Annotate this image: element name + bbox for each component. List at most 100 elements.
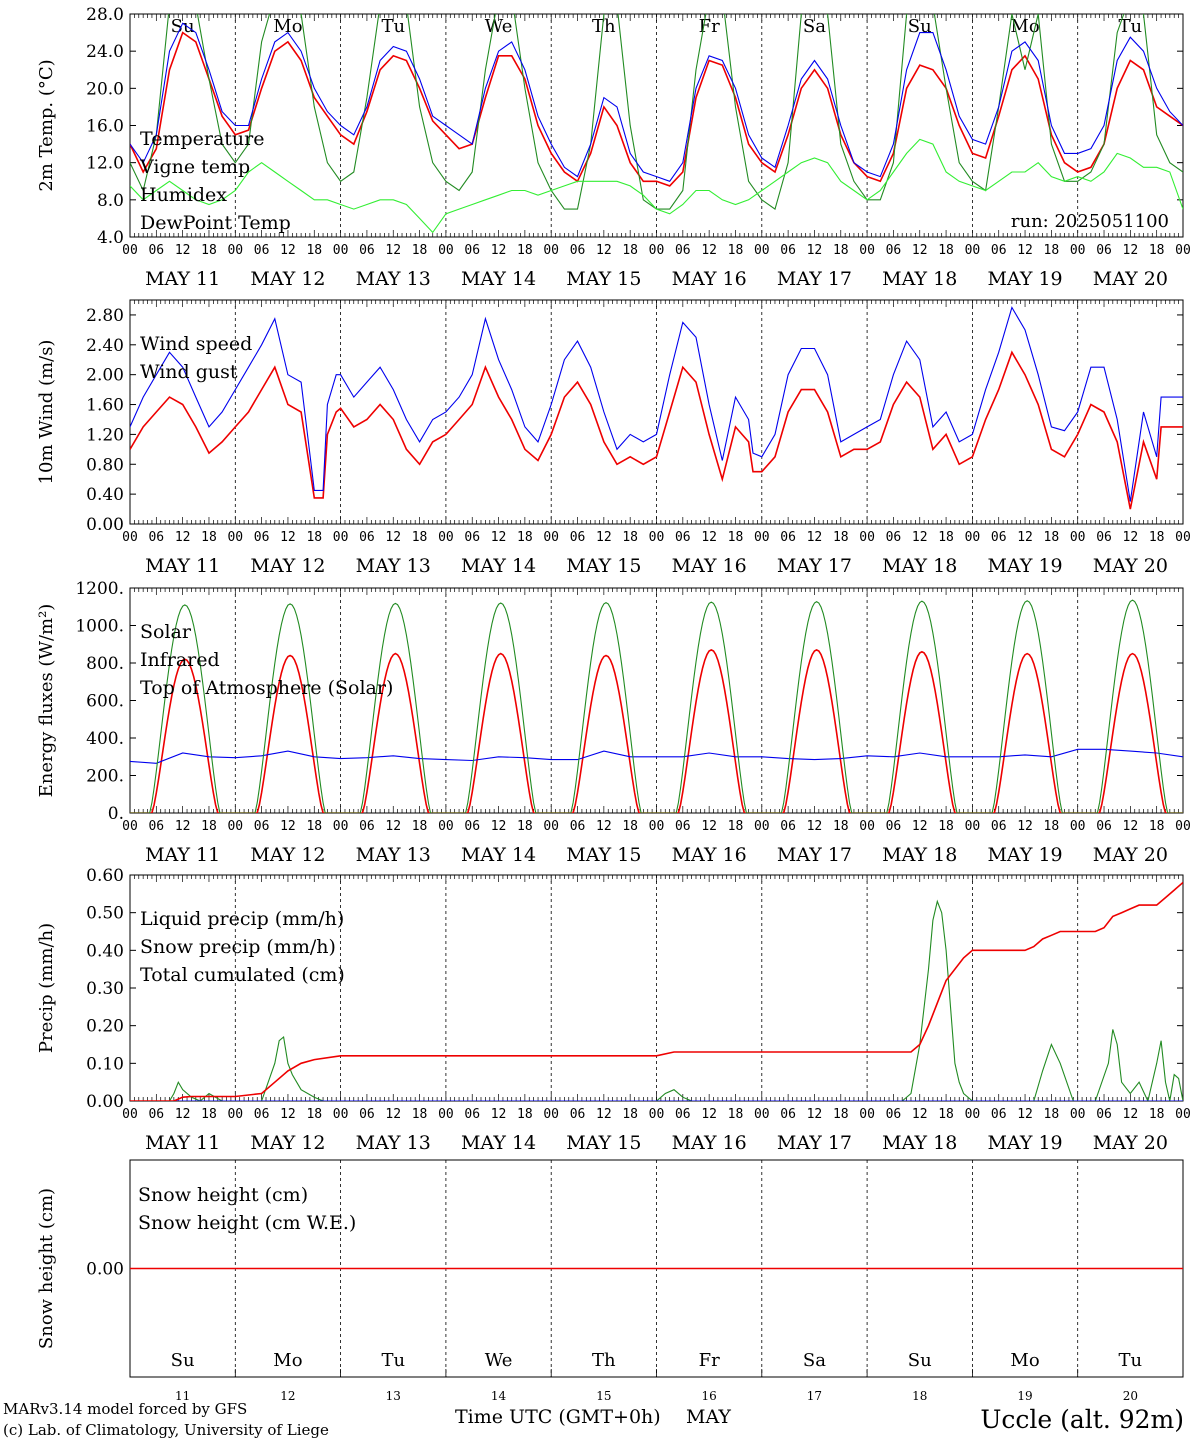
hour-tick-label: 18 — [1149, 819, 1165, 834]
day-number-label: 16 — [702, 1389, 717, 1403]
weekday-label: Tu — [381, 1350, 405, 1371]
hour-tick-label: 00 — [649, 819, 665, 834]
hour-tick-label: 12 — [1017, 530, 1033, 545]
y-tick-label: 0.10 — [86, 1054, 124, 1074]
hour-tick-label: 12 — [491, 530, 507, 545]
day-number-label: 12 — [280, 1389, 295, 1403]
series-line-liquid-precip-mm-h- — [130, 899, 1183, 1101]
date-label: MAY 14 — [461, 555, 536, 577]
hour-tick-label: 12 — [807, 530, 823, 545]
hour-tick-label: 00 — [754, 1107, 770, 1122]
day-number-label: 14 — [491, 1389, 507, 1403]
date-label: MAY 13 — [356, 1132, 431, 1154]
hour-tick-label: 12 — [1123, 819, 1139, 834]
hour-tick-label: 18 — [622, 530, 638, 545]
hour-tick-label: 06 — [991, 1107, 1007, 1122]
date-label: MAY 18 — [882, 844, 957, 866]
hour-tick-label: 00 — [1175, 530, 1191, 545]
hour-tick-label: 00 — [333, 819, 349, 834]
date-label: MAY 19 — [987, 268, 1062, 290]
hour-tick-label: 12 — [175, 1107, 191, 1122]
hour-tick-label: 00 — [649, 1107, 665, 1122]
hour-tick-label: 12 — [701, 243, 717, 258]
date-label: MAY 16 — [672, 844, 747, 866]
day-number-label: 17 — [807, 1389, 822, 1403]
hour-tick-label: 18 — [412, 819, 428, 834]
x-axis-label: Time UTC (GMT+0h) — [455, 1406, 661, 1428]
hour-tick-label: 18 — [728, 1107, 744, 1122]
y-tick-label: 20.0 — [86, 79, 124, 99]
legend-entry: Solar — [140, 621, 192, 643]
hour-tick-label: 00 — [1175, 819, 1191, 834]
date-label: MAY 14 — [461, 844, 536, 866]
y-tick-label: 0. — [108, 804, 124, 824]
hour-tick-label: 12 — [912, 819, 928, 834]
y-tick-label: 0.00 — [86, 1092, 124, 1112]
hour-tick-label: 12 — [385, 819, 401, 834]
hour-tick-label: 00 — [965, 1107, 981, 1122]
y-tick-label: 1200. — [75, 579, 124, 599]
hour-tick-label: 06 — [780, 1107, 796, 1122]
date-label: MAY 17 — [777, 555, 852, 577]
y-tick-label: 0.00 — [86, 515, 124, 535]
hour-tick-label: 06 — [991, 243, 1007, 258]
hour-tick-label: 00 — [227, 243, 243, 258]
x-axis-month: MAY — [686, 1406, 731, 1428]
hour-tick-label: 18 — [833, 530, 849, 545]
hour-tick-label: 00 — [1175, 243, 1191, 258]
weekday-label: Th — [592, 16, 616, 37]
weekday-label: Sa — [803, 1350, 826, 1371]
legend-entry: Snow height (cm W.E.) — [138, 1212, 356, 1234]
hour-tick-label: 00 — [859, 1107, 875, 1122]
y-tick-label: 1000. — [75, 617, 124, 637]
hour-tick-label: 00 — [333, 243, 349, 258]
date-label: MAY 15 — [566, 268, 641, 290]
hour-tick-label: 00 — [122, 1107, 138, 1122]
hour-tick-label: 00 — [543, 819, 559, 834]
date-label: MAY 12 — [250, 268, 325, 290]
hour-tick-label: 18 — [833, 819, 849, 834]
weekday-label: Fr — [699, 16, 720, 37]
x-minor-ticks — [129, 875, 1184, 1101]
x-day-ticks — [129, 1369, 1184, 1377]
hour-tick-label: 18 — [306, 1107, 322, 1122]
y-tick-label: 1.60 — [86, 396, 124, 416]
panel-1: 4.0 8.0 12.0 16.0 20.0 24.0 28.0 2m Temp. (°C) 0… — [36, 5, 1191, 290]
hour-tick-label: 00 — [438, 819, 454, 834]
date-label: MAY 15 — [566, 555, 641, 577]
panel-frame — [129, 299, 1184, 525]
panel-5: 0.00 Snow height (cm) Su Mo Tu We Th Fr Sa Su Mo Tu… — [36, 1159, 1184, 1403]
hour-tick-label: 06 — [464, 243, 480, 258]
hour-tick-label: 18 — [1149, 530, 1165, 545]
hour-tick-label: 00 — [965, 819, 981, 834]
hour-tick-label: 00 — [859, 530, 875, 545]
hour-tick-label: 12 — [807, 243, 823, 258]
date-label: MAY 20 — [1093, 1132, 1168, 1154]
hour-tick-label: 00 — [965, 530, 981, 545]
date-label: MAY 18 — [882, 1132, 957, 1154]
legend-entry: Infrared — [140, 649, 220, 671]
plot-area — [130, 599, 1183, 813]
day-number-label: 20 — [1123, 1389, 1138, 1403]
y-tick-label: 600. — [86, 692, 124, 712]
hour-tick-label: 12 — [596, 530, 612, 545]
hour-tick-label: 06 — [991, 819, 1007, 834]
hour-tick-label: 06 — [780, 530, 796, 545]
hour-tick-label: 00 — [438, 530, 454, 545]
weekday-label: Mo — [273, 16, 302, 37]
hour-tick-label: 00 — [227, 819, 243, 834]
hour-tick-label: 12 — [280, 530, 296, 545]
hour-tick-label: 06 — [148, 243, 164, 258]
date-label: MAY 11 — [145, 1132, 220, 1154]
hour-tick-label: 18 — [1149, 243, 1165, 258]
hour-tick-label: 00 — [333, 1107, 349, 1122]
hour-tick-label: 06 — [359, 1107, 375, 1122]
hour-tick-label: 06 — [359, 243, 375, 258]
hour-tick-label: 00 — [754, 243, 770, 258]
hour-tick-label: 06 — [1096, 243, 1112, 258]
y-tick-label: 8.0 — [97, 191, 124, 211]
hour-tick-label: 12 — [1017, 1107, 1033, 1122]
hour-tick-label: 18 — [201, 1107, 217, 1122]
hour-tick-label: 00 — [1070, 1107, 1086, 1122]
